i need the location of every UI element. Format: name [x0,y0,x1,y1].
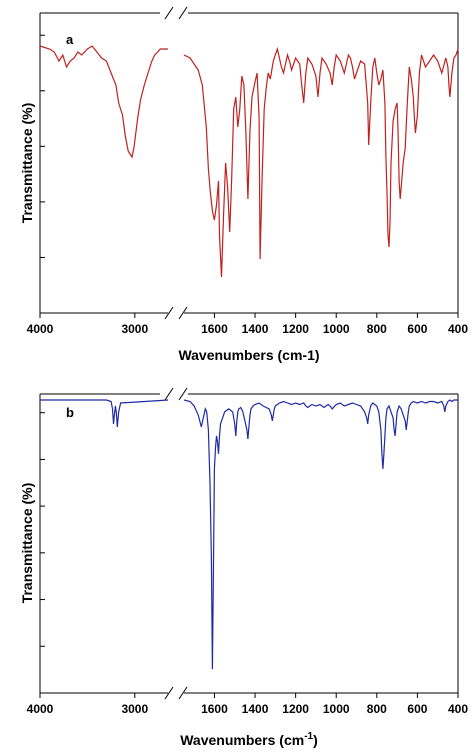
x-tick-label: 400 [448,702,468,716]
x-tick-label: 600 [407,702,427,716]
x-tick-label: 1200 [282,322,309,336]
x-tick-label: 600 [407,322,427,336]
x-tick-label: 1000 [323,322,350,336]
axis-break-mark-top [164,387,174,401]
x-tick-label: 1400 [242,322,269,336]
x-axis-label: Wavenumbers (cm-1) [178,347,319,363]
x-tick-label: 800 [367,322,387,336]
panel-label: b [66,405,74,420]
x-tick-label: 1600 [201,702,228,716]
x-tick-label: 1200 [282,702,309,716]
x-tick-label: 1600 [201,322,228,336]
spectrum-line-segment-low [183,399,458,670]
x-tick-label: 400 [448,322,468,336]
y-axis-label: Transmittance (%) [19,483,35,604]
x-axis-label: Wavenumbers (cm-1) [180,731,318,748]
axis-break-mark-top [178,387,188,401]
x-tick-label: 1000 [323,702,350,716]
spectrum-line-segment-high [40,399,169,427]
x-tick-label: 1400 [242,702,269,716]
spectrum-line-segment-high [39,45,168,159]
x-tick-label: 4000 [27,702,54,716]
chart-panel-a: 4000 3000 1600 1400 1200 1000 800 600 400 a Transm… [19,6,468,363]
axis-break-mark-bottom [164,306,174,320]
x-tick-label: 800 [367,702,387,716]
x-tick-label: 4000 [27,322,54,336]
axis-break-mark-bottom [164,686,174,700]
axis-break-mark-top [164,6,174,20]
axis-break-mark-top [178,6,188,20]
x-tick-label: 3000 [121,322,148,336]
panel-label: a [66,32,74,47]
axis-break-mark-bottom [178,306,188,320]
x-tick-label: 3000 [121,702,148,716]
spectrum-line-segment-low [183,46,459,278]
axis-break-mark-bottom [178,686,188,700]
chart-panel-b: 4000 3000 1600 1400 1200 1000 800 600 400 b Transm… [19,387,468,748]
y-axis-label: Transmittance (%) [19,103,35,224]
